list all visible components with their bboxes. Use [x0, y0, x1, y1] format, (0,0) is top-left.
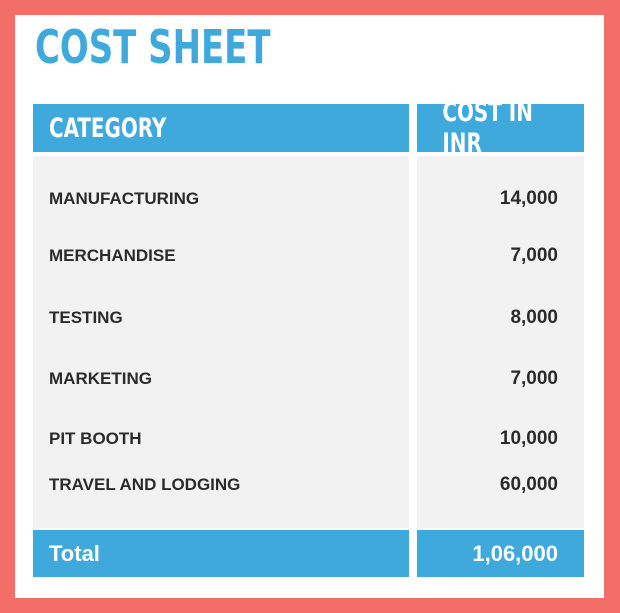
row-cost: 8,000: [510, 307, 558, 328]
category-column-body: [33, 156, 409, 528]
column-header-category-label: CATEGORY: [49, 112, 167, 144]
total-label: Total: [33, 530, 409, 577]
column-header-cost: COST IN INR: [417, 97, 584, 159]
row-category: TESTING: [49, 308, 123, 327]
row-cost: 10,000: [499, 428, 558, 449]
row-cost: 14,000: [499, 188, 558, 209]
cost-column-body: [417, 156, 584, 528]
row-category: PIT BOOTH: [49, 429, 142, 448]
row-category: MANUFACTURING: [49, 189, 200, 208]
row-category: MERCHANDISE: [49, 246, 176, 265]
row-cost: 7,000: [510, 245, 558, 266]
total-value: 1,06,000: [417, 530, 584, 577]
row-category: TRAVEL AND LODGING: [49, 475, 241, 494]
row-cost: 7,000: [510, 368, 558, 389]
column-header-category: CATEGORY: [33, 104, 409, 152]
row-cost: 60,000: [499, 474, 558, 495]
page-title: COST SHEET: [35, 20, 271, 74]
row-category: MARKETING: [49, 369, 152, 388]
column-header-cost-label: COST IN INR: [442, 97, 533, 159]
